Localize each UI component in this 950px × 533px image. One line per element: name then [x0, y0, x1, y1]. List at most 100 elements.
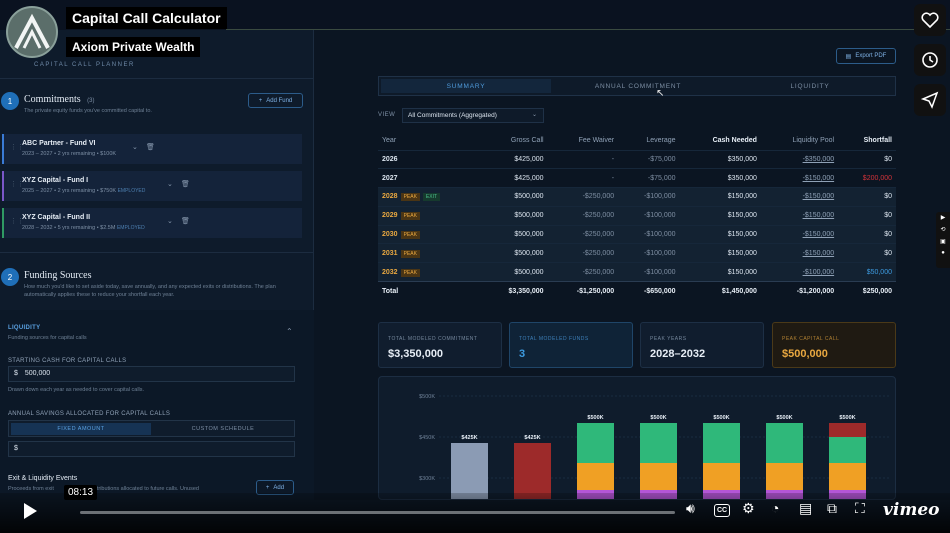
card-label: PEAK CAPITAL CALL [782, 336, 840, 342]
bar [514, 443, 551, 499]
plus-icon: + [265, 484, 270, 491]
liquidity-pool-cell[interactable]: -$150,000 [760, 205, 839, 226]
fee-waiver-cell: -$250,000 [547, 224, 619, 244]
fund-name: XYZ Capital - Fund II [22, 214, 91, 221]
peak-badge: PEAK [400, 212, 420, 221]
table-row[interactable]: 2028 PEAK EXIT $500,000 -$250,000 -$100,000 $1… [378, 187, 896, 207]
fund-card[interactable]: ⋮⋮ ABC Partner - Fund VI 2023 – 2027 • 2 y… [2, 134, 302, 164]
shortfall-cell: $0 [838, 187, 896, 207]
seek-bar[interactable] [80, 511, 675, 514]
gross-call-cell: $500,000 [480, 262, 548, 282]
fullscreen-button[interactable]: ⛶ [855, 500, 865, 517]
transcript-button[interactable]: ▤ [799, 500, 812, 517]
table-row[interactable]: 2029 PEAK $500,000 -$250,000 -$100,000 $150,0… [378, 205, 896, 226]
y-tick-label: $300K [419, 476, 435, 482]
like-button[interactable] [914, 4, 946, 36]
annual-savings-label: ANNUAL SAVINGS ALLOCATED FOR CAPITAL CAL… [8, 411, 171, 417]
fund-name: ABC Partner - Fund VI [22, 140, 96, 147]
table-row[interactable]: 2032 PEAK $500,000 -$250,000 -$100,000 $150,0… [378, 262, 896, 282]
year-value: 2027 [382, 174, 398, 182]
play-button[interactable] [22, 502, 38, 520]
custom-schedule-tab[interactable]: CUSTOM SCHEDULE [191, 426, 255, 432]
cash-needed-cell: $350,000 [679, 149, 761, 169]
table-row[interactable]: 2030 PEAK $500,000 -$250,000 -$100,000 $150,0… [378, 224, 896, 244]
starting-cash-hint: Drawn down each year as needed to cover … [8, 387, 145, 393]
chevron-down-icon[interactable]: ⌄ [167, 181, 173, 188]
leverage-cell: -$75,000 [618, 168, 680, 188]
card-label: PEAK YEARS [650, 336, 687, 342]
volume-button[interactable]: 🔊︎ [686, 500, 695, 517]
channel-name[interactable]: Axiom Private Wealth [66, 37, 201, 57]
year-cell: 2028 PEAK EXIT [378, 187, 481, 207]
liquidity-pool-cell[interactable]: -$150,000 [760, 243, 839, 263]
comment-icon[interactable]: ▣ [940, 239, 946, 245]
cash-needed-cell: $150,000 [679, 224, 761, 244]
year-value: 2030 [382, 231, 398, 239]
leverage-cell: -$75,000 [618, 149, 680, 169]
liquidity-pool-cell[interactable]: -$350,000 [760, 149, 839, 169]
pin-icon[interactable]: ● [941, 250, 945, 256]
play-small-icon[interactable]: ▶ [940, 215, 946, 221]
vimeo-logo[interactable]: vimeo [883, 500, 940, 520]
video-title[interactable]: Capital Call Calculator [66, 7, 227, 29]
divider [0, 78, 314, 79]
fund-name: XYZ Capital - Fund I [22, 177, 89, 184]
total-cash-cell: $1,450,000 [679, 281, 761, 301]
liquidity-pool-cell[interactable]: -$150,000 [760, 187, 839, 207]
clock-icon [922, 52, 938, 68]
chevron-down-icon[interactable]: ⌄ [167, 218, 173, 225]
channel-avatar[interactable] [6, 6, 58, 58]
watch-later-button[interactable] [914, 44, 946, 76]
liquidity-pool-cell[interactable]: -$150,000 [760, 224, 839, 244]
bar-segment [766, 463, 803, 490]
starting-cash-input[interactable]: $ 500,000 [8, 366, 295, 382]
share-button[interactable] [914, 84, 946, 116]
export-pdf-button[interactable]: ▤ Export PDF [836, 48, 896, 64]
view-select[interactable]: All Commitments (Aggregated) ⌄ [402, 108, 544, 123]
tab-summary[interactable]: SUMMARY [381, 79, 551, 93]
card-value: $500,000 [782, 348, 828, 360]
captions-button[interactable]: CC [714, 504, 730, 517]
loop-icon[interactable]: ⟲ [940, 227, 946, 233]
trash-icon[interactable]: 🗑︎ [181, 218, 190, 225]
add-fund-label: Add Fund [266, 97, 293, 104]
table-row[interactable]: 2027 $425,000- -$75,000 $350,000 -$150,000 $2… [378, 168, 896, 188]
peak-badge: PEAK [400, 193, 420, 202]
liquidity-section [0, 310, 314, 500]
settings-button[interactable]: ⚙ [742, 500, 755, 517]
fee-waiver-cell: -$250,000 [547, 205, 619, 226]
tab-annual-commitment[interactable]: ANNUAL COMMITMENT [594, 82, 682, 90]
year-cell: 2027 [378, 168, 481, 188]
liquidity-pool-cell[interactable]: -$100,000 [760, 262, 839, 282]
fixed-amount-tab[interactable]: FIXED AMOUNT [11, 423, 151, 435]
annual-savings-input[interactable]: $ [8, 441, 295, 457]
gross-call-cell: $500,000 [480, 205, 548, 226]
currency-prefix: $ [14, 445, 18, 452]
drag-handle-icon[interactable]: ⋮⋮ [10, 181, 24, 188]
fund-meta-text: 2025 – 2027 • 2 yrs remaining • $750K [22, 188, 117, 194]
total-gross-cell: $3,350,000 [480, 281, 548, 301]
drag-handle-icon[interactable]: ⋮⋮ [10, 144, 24, 151]
capital-call-chart: $500K $450K $300K $425K $425K $500K $500K $500K… [378, 376, 896, 500]
liquidity-pool-cell[interactable]: -$150,000 [760, 168, 839, 188]
table-row[interactable]: 2031 PEAK $500,000 -$250,000 -$100,000 $150,0… [378, 243, 896, 263]
year-value: 2031 [382, 249, 398, 257]
fund-card[interactable]: ⋮⋮ XYZ Capital - Fund II 2028 – 2032 • 5 y… [2, 208, 302, 238]
table-row[interactable]: 2026 $425,000- -$75,000 $350,000 -$350,000 $0 [378, 149, 896, 169]
drag-handle-icon[interactable]: ⋮⋮ [10, 218, 24, 225]
fund-card[interactable]: ⋮⋮ XYZ Capital - Fund I 2025 – 2027 • 2 yr… [2, 171, 302, 201]
chevron-up-icon[interactable]: ⌃ [286, 327, 293, 336]
add-fund-button[interactable]: + Add Fund [248, 93, 303, 108]
summary-card: TOTAL MODELED COMMITMENT $3,350,000 [378, 322, 502, 368]
chevron-down-icon[interactable]: ⌄ [132, 144, 138, 151]
trash-icon[interactable]: 🗑︎ [146, 144, 155, 151]
tab-liquidity[interactable]: LIQUIDITY [790, 82, 830, 90]
total-year-cell: Total [378, 281, 481, 301]
column-header: Fee Waiver [578, 137, 615, 145]
bar-value-label: $425K [524, 435, 540, 441]
speed-button[interactable]: ◔ [771, 500, 779, 516]
cash-needed-cell: $150,000 [679, 262, 761, 282]
pip-button[interactable]: ⧉ [827, 500, 837, 517]
trash-icon[interactable]: 🗑︎ [181, 181, 190, 188]
